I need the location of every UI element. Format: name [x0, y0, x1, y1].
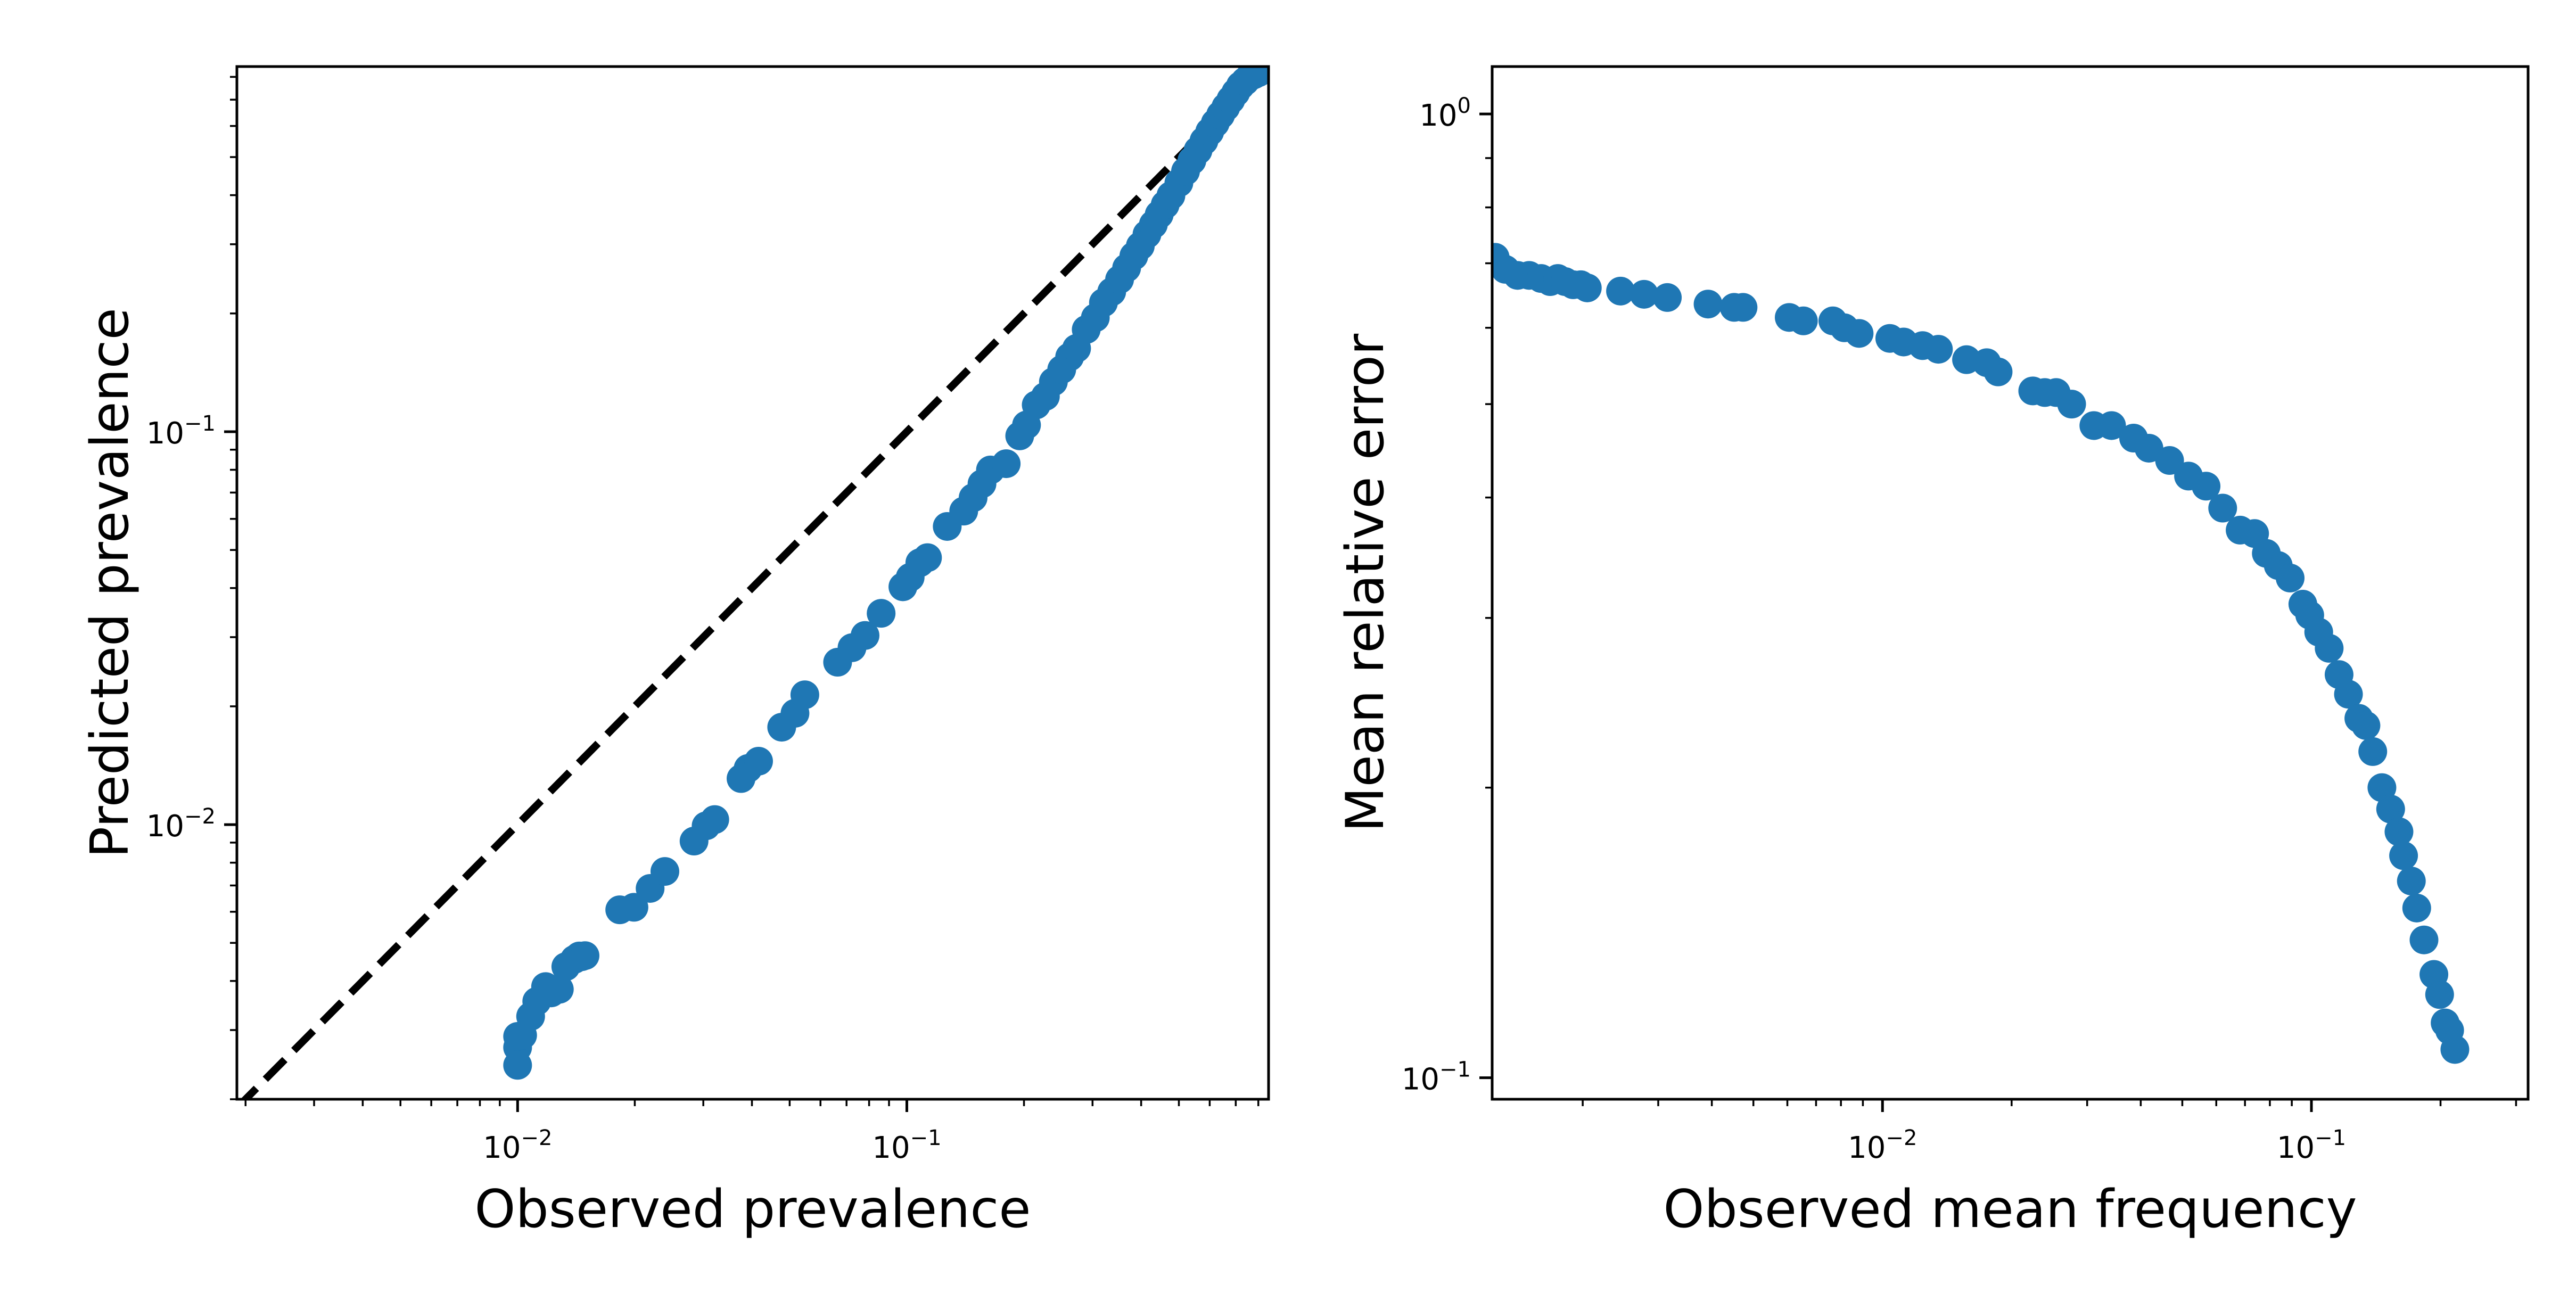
- prevalence-point: [545, 975, 574, 1004]
- relative-error-y-tick-label: 100: [1419, 94, 1471, 133]
- relative-error-point: [1606, 276, 1635, 306]
- relative-error-point: [2358, 737, 2388, 766]
- relative-error-point: [2134, 433, 2163, 463]
- prevalence-y-axis-label: Predicted prevalence: [80, 308, 141, 858]
- relative-error-plot-frame: [1491, 65, 2530, 1101]
- prevalence-y-tick-label: 10−1: [146, 411, 216, 451]
- reference-line-layer: [240, 67, 1269, 1099]
- relative-error-point: [2155, 446, 2184, 475]
- relative-error-point: [2276, 563, 2305, 592]
- prevalence-x-tick-label: 10−1: [872, 1126, 941, 1165]
- relative-error-point: [2376, 794, 2405, 823]
- prevalence-x-ticks: 10−2 10−1: [244, 1099, 1260, 1165]
- prevalence-y-ticks: 10−2 10−1: [146, 76, 237, 1100]
- relative-error-point: [1729, 293, 1758, 322]
- relative-error-y-tick-label: 10−1: [1402, 1058, 1471, 1097]
- relative-error-point: [1573, 273, 1602, 302]
- relative-error-point: [1984, 357, 2013, 386]
- relative-error-x-ticks: 10−2 10−1: [1582, 1099, 2517, 1165]
- prevalence-x-axis-label: Observed prevalence: [474, 1179, 1031, 1240]
- relative-error-point: [2351, 711, 2381, 740]
- prevalence-point: [570, 941, 599, 970]
- relative-error-points: [1492, 243, 2470, 1064]
- prevalence-point: [913, 543, 942, 572]
- relative-error-point: [2409, 925, 2439, 954]
- relative-error-x-tick-label: 10−1: [2277, 1126, 2346, 1165]
- relative-error-point: [2402, 893, 2431, 923]
- prevalence-points: [503, 67, 1269, 1080]
- prevalence-point: [790, 680, 819, 710]
- relative-error-point: [2389, 841, 2418, 870]
- relative-error-x-tick-label: 10−2: [1848, 1126, 1917, 1165]
- relative-error-y-ticks: 10−1 100: [1402, 94, 1492, 1097]
- relative-error-point: [2425, 980, 2454, 1009]
- relative-error-point: [2057, 390, 2086, 419]
- relative-error-point: [2384, 817, 2414, 846]
- relative-error-point: [1789, 306, 1818, 335]
- prevalence-point: [700, 805, 729, 834]
- prevalence-point: [992, 449, 1021, 479]
- prevalence-y-tick-label: 10−2: [146, 804, 216, 844]
- prevalence-point: [1252, 67, 1269, 83]
- relative-error-y-axis-label: Mean relative error: [1335, 333, 1396, 832]
- relative-error-point: [2208, 493, 2237, 523]
- relative-error-panel: 10−2 10−1 10−1 100 Observed mean frequency…: [1335, 65, 2530, 1240]
- relative-error-point: [2192, 472, 2221, 501]
- prevalence-identity-line: [240, 67, 1269, 1099]
- prevalence-point: [744, 746, 773, 776]
- prevalence-panel: 10−2 10−1 10−2 10−1 Observed prevalence Pr…: [80, 65, 1270, 1240]
- relative-error-point: [2097, 411, 2126, 440]
- relative-error-point: [2397, 867, 2426, 896]
- relative-error-point: [1653, 283, 1682, 312]
- prevalence-point: [650, 857, 679, 886]
- relative-error-point: [2440, 1035, 2470, 1064]
- relative-error-point: [2334, 680, 2363, 709]
- prevalence-x-tick-label: 10−2: [483, 1126, 552, 1165]
- prevalence-point: [867, 599, 896, 628]
- relative-error-x-axis-label: Observed mean frequency: [1663, 1179, 2357, 1240]
- relative-error-point: [1693, 290, 1723, 319]
- prevalence-point: [850, 621, 879, 650]
- relative-error-point: [1629, 279, 1659, 309]
- prevalence-point: [619, 893, 648, 922]
- relative-error-point: [2315, 633, 2344, 663]
- relative-error-point: [1924, 335, 1953, 364]
- relative-error-point: [1845, 319, 1874, 348]
